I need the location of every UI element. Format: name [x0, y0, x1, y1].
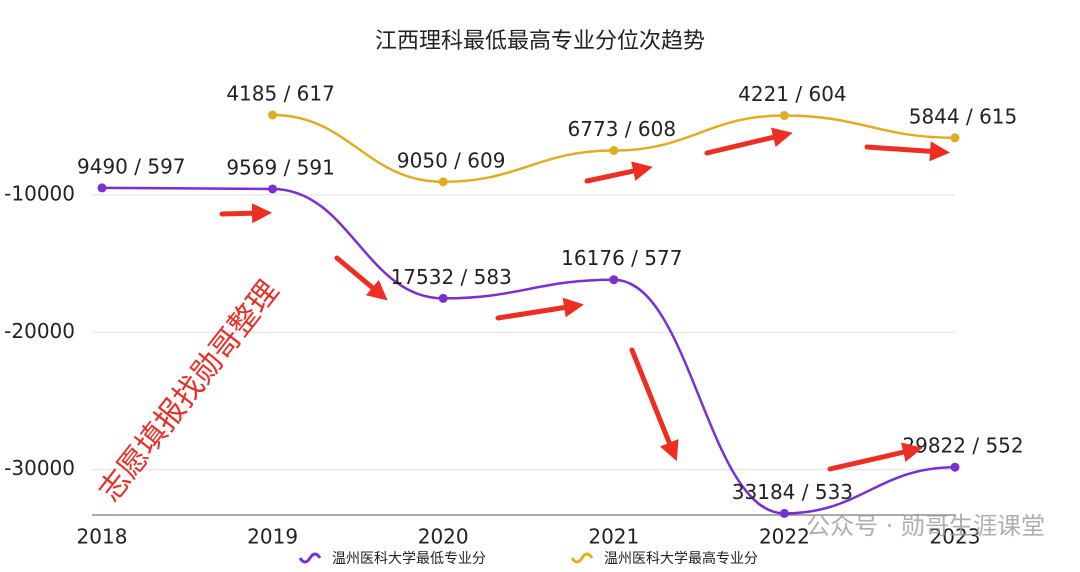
data-label: 9490 / 597 — [77, 154, 186, 178]
data-label: 4185 / 617 — [226, 81, 335, 105]
legend-swatch — [298, 552, 322, 564]
data-point — [950, 462, 960, 472]
data-point — [438, 293, 448, 303]
legend-label: 温州医科大学最高专业分 — [604, 550, 758, 567]
x-tick-label: 2023 — [930, 525, 981, 549]
legend-item: 温州医科大学最低专业分 — [298, 551, 486, 567]
y-tick-label: -20000 — [4, 319, 75, 343]
data-point — [779, 508, 789, 518]
data-label: 16176 / 577 — [561, 246, 682, 270]
arrows — [219, 127, 950, 472]
data-point — [268, 110, 278, 120]
data-label: 4221 / 604 — [738, 82, 847, 106]
x-tick-label: 2021 — [588, 525, 639, 549]
chart-title: 江西理科最低最高专业分位次趋势 — [375, 29, 705, 54]
data-point — [609, 146, 619, 156]
data-point — [268, 184, 278, 194]
legend-item: 温州医科大学最高专业分 — [570, 550, 758, 567]
data-label: 9569 / 591 — [226, 155, 335, 179]
data-point — [779, 110, 789, 120]
y-tick-label: -10000 — [4, 181, 75, 205]
data-point — [438, 177, 448, 187]
plot-area: -10000 -20000 -30000 2018 2019 2020 2021 2022 20… — [4, 81, 1023, 567]
data-point — [609, 275, 619, 285]
x-tick-label: 2019 — [247, 525, 298, 549]
legend-label: 温州医科大学最低专业分 — [332, 551, 486, 567]
legend-swatch — [570, 552, 594, 564]
data-label: 6773 / 608 — [568, 117, 677, 141]
data-point — [950, 133, 960, 143]
data-label: 5844 / 615 — [909, 104, 1018, 128]
x-tick-label: 2022 — [759, 525, 810, 549]
watermark: 志愿填报找勋哥整理 — [92, 274, 286, 508]
data-point — [97, 183, 107, 193]
wechat-watermark: 公众号 · 勋哥生涯课堂 — [806, 512, 1045, 540]
data-label: 33184 / 533 — [732, 480, 853, 504]
data-label: 17532 / 583 — [391, 265, 512, 289]
x-tick-label: 2020 — [418, 525, 469, 549]
y-tick-label: -30000 — [4, 456, 75, 480]
x-tick-label: 2018 — [77, 525, 128, 549]
data-label: 29822 / 552 — [902, 434, 1023, 458]
data-label: 9050 / 609 — [397, 148, 506, 172]
